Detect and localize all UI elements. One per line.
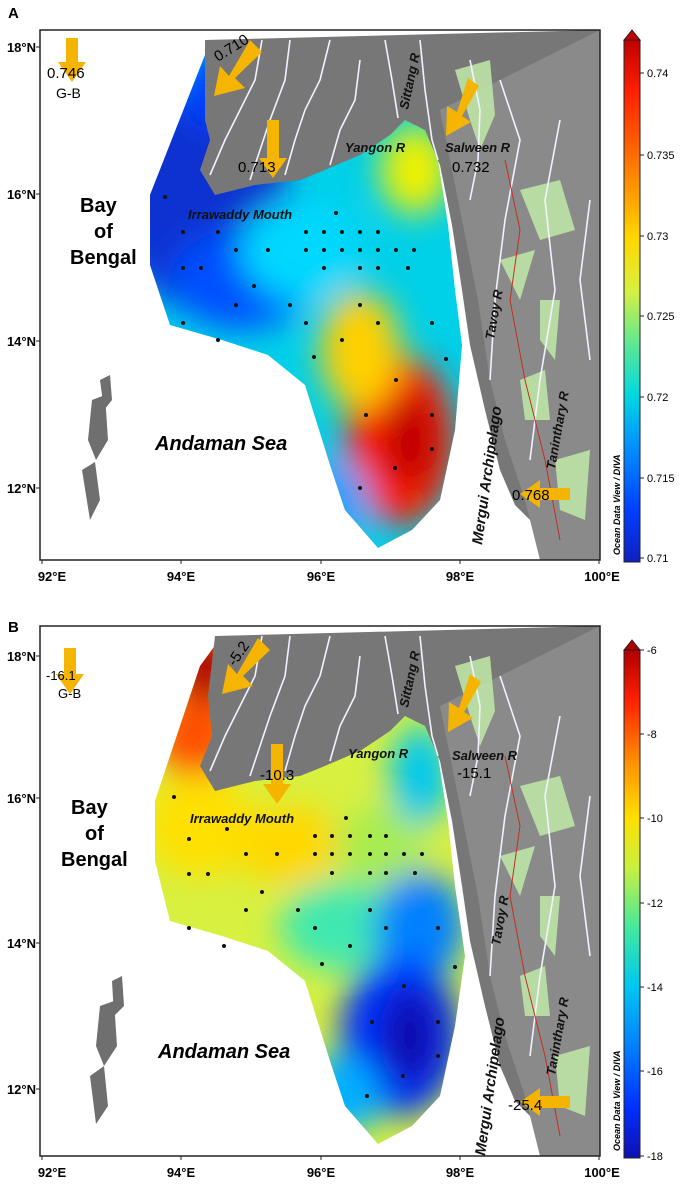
station-dots [163, 195, 448, 490]
bay-of-bengal-label-3: Bengal [70, 247, 137, 269]
lon-label: 98°E [446, 569, 475, 584]
bay-of-bengal-label: Bay [80, 195, 118, 217]
colorbar: 0.74 0.735 0.73 0.725 0.72 0.715 0.71 Oc… [612, 29, 675, 565]
colorbar-tick: -6 [647, 645, 657, 657]
lon-label: 100°E [584, 1165, 620, 1180]
lon-label: 98°E [446, 1165, 475, 1180]
lat-label: 14°N [7, 334, 36, 349]
colorbar-tick: -8 [647, 729, 657, 741]
salween-label: Salween R [452, 748, 518, 763]
arrow-tag-gb: G-B [56, 85, 81, 101]
panel-letter: B [8, 619, 19, 636]
odv-credit: Ocean Data View / DIVA [612, 454, 622, 555]
irrawaddy-label: Irrawaddy Mouth [188, 207, 292, 222]
lat-label: 18°N [7, 649, 36, 664]
bay-of-bengal-label-2: of [85, 823, 104, 845]
colorbar-tick: -14 [647, 982, 663, 994]
colorbar-tick: -18 [647, 1151, 663, 1163]
colorbar-tick: 0.73 [647, 231, 668, 243]
border-line [504, 159, 561, 541]
andaman-sea-label: Andaman Sea [157, 1041, 290, 1063]
colorbar-tick: 0.725 [647, 311, 675, 323]
andaman-sea-label: Andaman Sea [154, 433, 287, 455]
lat-label: 14°N [7, 936, 36, 951]
station-dots [172, 795, 457, 1098]
panel-letter: A [8, 5, 19, 22]
colorbar-tick: 0.72 [647, 392, 668, 404]
colorbar-tick: -12 [647, 898, 663, 910]
yangon-label: Yangon R [345, 140, 406, 155]
arrow-value-gb: 0.746 [47, 65, 85, 82]
lat-label: 16°N [7, 187, 36, 202]
lon-label: 96°E [307, 569, 336, 584]
sea-field [150, 45, 462, 548]
colorbar-tick: 0.71 [647, 553, 668, 565]
arrow-value-salween: 0.732 [452, 159, 490, 176]
highland-patches [455, 60, 590, 520]
arrow-value-gb: -16.1 [46, 668, 76, 683]
river-network [209, 39, 591, 461]
colorbar-tick: -10 [647, 813, 663, 825]
lat-label: 18°N [7, 40, 36, 55]
map-frame [39, 29, 601, 561]
colorbar-tick: 0.735 [647, 150, 675, 162]
lon-label: 92°E [38, 569, 67, 584]
bay-of-bengal-label: Bay [71, 797, 109, 819]
arrow-value-mergui: 0.768 [512, 487, 550, 504]
map-frame [39, 625, 601, 1157]
lon-label: 94°E [167, 569, 196, 584]
lat-label: 12°N [7, 481, 36, 496]
salween-label: Salween R [445, 140, 511, 155]
lon-label: 96°E [307, 1165, 336, 1180]
arrow-shapes [58, 38, 570, 508]
highland-patches [455, 656, 590, 1116]
lon-label: 100°E [584, 569, 620, 584]
colorbar-tick: 0.715 [647, 473, 675, 485]
yangon-label: Yangon R [348, 746, 409, 761]
arrow-value-mergui: -25.4 [508, 1097, 542, 1114]
river-network [209, 635, 591, 1057]
arrow-tag-gb: G-B [58, 686, 81, 701]
colorbar: -6 -8 -10 -12 -14 -16 -18 Ocean Data Vie… [612, 639, 663, 1163]
border-line [504, 755, 561, 1137]
colorbar-tick: 0.74 [647, 68, 668, 80]
bay-of-bengal-label-2: of [94, 221, 113, 243]
arrow-value-salween: -15.1 [457, 765, 491, 782]
andaman-islands [90, 976, 124, 1124]
lat-label: 12°N [7, 1082, 36, 1097]
odv-credit: Ocean Data View / DIVA [612, 1050, 622, 1151]
andaman-islands [82, 375, 112, 520]
lat-label: 16°N [7, 791, 36, 806]
panel-b: B [0, 596, 680, 1191]
arrow-value-2: 0.713 [238, 159, 276, 176]
panel-a: A [0, 0, 680, 595]
lon-label: 92°E [38, 1165, 67, 1180]
bay-of-bengal-label-3: Bengal [61, 849, 128, 871]
irrawaddy-label: Irrawaddy Mouth [190, 811, 294, 826]
lon-label: 94°E [167, 1165, 196, 1180]
arrow-shapes [56, 638, 570, 1116]
arrow-value-2: -10.3 [260, 767, 294, 784]
colorbar-tick: -16 [647, 1066, 663, 1078]
